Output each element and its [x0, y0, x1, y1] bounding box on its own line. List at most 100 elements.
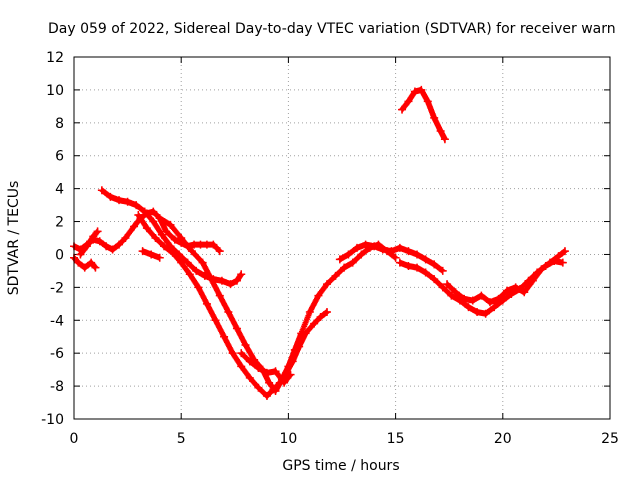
data-point: [149, 217, 158, 226]
data-point: [132, 201, 141, 210]
data-point: [237, 362, 246, 371]
y-tick-label: 6: [55, 149, 64, 165]
data-point: [511, 283, 520, 292]
data-point: [151, 234, 160, 242]
data-point: [140, 207, 149, 216]
data-point: [198, 258, 207, 267]
data-point: [353, 243, 362, 252]
data-point: [451, 288, 460, 297]
data-point: [93, 227, 102, 236]
data-point: [280, 378, 289, 387]
data-point: [209, 240, 218, 249]
series-track-11: [443, 247, 569, 307]
data-point: [226, 280, 235, 289]
y-tick-label: -4: [50, 313, 64, 329]
data-point: [485, 298, 494, 307]
data-point: [286, 370, 295, 379]
data-point: [305, 308, 314, 317]
data-point: [95, 237, 104, 246]
data-point: [436, 127, 445, 136]
data-point: [194, 283, 203, 292]
data-point: [473, 308, 482, 317]
data-point: [430, 113, 439, 122]
data-point: [314, 291, 323, 300]
data-point: [438, 266, 447, 275]
data-point: [440, 135, 449, 144]
data-point: [421, 268, 430, 277]
data-point: [245, 373, 254, 382]
data-point: [177, 234, 186, 242]
data-point: [271, 367, 280, 376]
data-point: [284, 362, 293, 371]
series-track-8: [237, 349, 295, 387]
data-point: [310, 319, 319, 328]
data-point: [82, 242, 91, 251]
data-point: [149, 207, 158, 216]
data-point: [134, 210, 143, 219]
data-point: [162, 227, 171, 236]
series-track-12: [398, 85, 449, 144]
data-point: [560, 247, 569, 256]
data-point: [404, 97, 413, 106]
data-point: [138, 247, 147, 256]
data-point: [177, 258, 186, 267]
data-point: [262, 368, 271, 377]
data-point: [413, 250, 422, 259]
data-point: [322, 280, 331, 289]
series-track-9: [335, 240, 447, 275]
data-point: [91, 263, 100, 272]
data-point: [417, 85, 426, 94]
data-point: [438, 283, 447, 292]
data-point: [87, 258, 96, 267]
x-tick-label: 20: [494, 431, 512, 447]
data-point: [361, 240, 370, 249]
data-point: [241, 340, 250, 349]
data-point: [76, 250, 85, 259]
x-tick-label: 5: [177, 431, 186, 447]
series-track-7: [138, 247, 164, 262]
data-point: [398, 105, 407, 114]
data-point: [490, 303, 499, 312]
data-point: [232, 324, 241, 333]
data-point: [443, 280, 452, 289]
x-axis-label: GPS time / hours: [282, 458, 399, 474]
data-point: [215, 247, 224, 256]
data-point: [115, 240, 124, 249]
data-point: [404, 247, 413, 256]
data-point: [348, 258, 357, 267]
data-point: [147, 250, 156, 259]
series-track-3: [76, 227, 102, 259]
data-point: [215, 291, 224, 300]
data-point: [192, 266, 201, 275]
data-point: [316, 312, 325, 321]
data-point: [520, 288, 529, 297]
y-tick-label: -8: [50, 379, 64, 395]
data-point: [447, 291, 456, 300]
data-point: [468, 296, 477, 305]
data-point: [217, 276, 226, 285]
data-point: [228, 349, 237, 358]
data-point: [211, 316, 220, 325]
data-point: [537, 265, 546, 274]
data-point: [254, 363, 263, 372]
data-point: [74, 258, 83, 267]
y-tick-label: 12: [46, 50, 64, 66]
y-tick-label: 2: [55, 215, 64, 231]
data-point: [410, 87, 419, 96]
data-point: [80, 263, 89, 272]
data-point: [413, 263, 422, 272]
data-point: [123, 197, 132, 206]
data-point: [395, 258, 404, 267]
data-point: [430, 275, 439, 284]
x-tick-label: 0: [70, 431, 79, 447]
y-tick-label: -2: [50, 280, 64, 296]
data-point: [558, 258, 567, 267]
chart-title: Day 059 of 2022, Sidereal Day-to-day VTE…: [48, 21, 616, 37]
y-tick-label: 0: [55, 247, 64, 263]
data-point: [460, 294, 469, 303]
y-axis-label: SDTVAR / TECUs: [6, 181, 22, 296]
y-tick-label: 10: [46, 83, 64, 99]
data-point: [115, 196, 124, 205]
data-point: [262, 391, 271, 400]
